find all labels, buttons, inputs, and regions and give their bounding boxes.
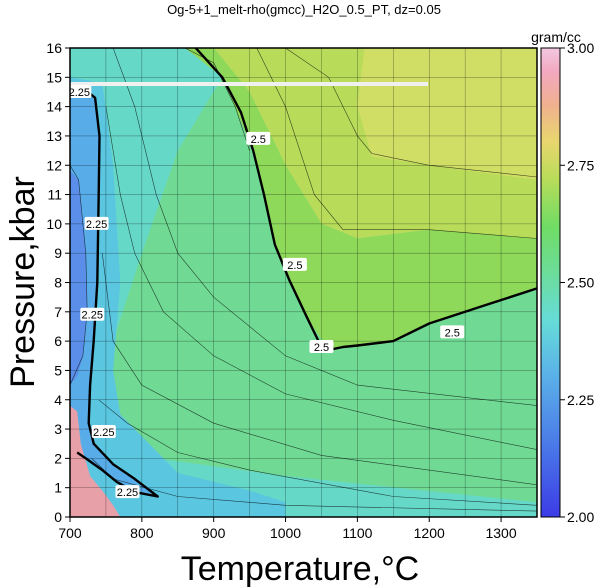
contour-label-2.25: 2.25 bbox=[69, 87, 90, 99]
x-tick-label: 1300 bbox=[485, 525, 516, 541]
thin-contour-line bbox=[102, 253, 537, 486]
y-tick-label: 4 bbox=[54, 392, 62, 408]
density-band-2 bbox=[185, 48, 537, 350]
colorbar-tick-label: 2.25 bbox=[567, 392, 594, 408]
y-tick-label: 6 bbox=[54, 333, 62, 349]
contour-label-bg bbox=[440, 325, 465, 339]
density-band-5 bbox=[70, 89, 158, 497]
y-tick-label: 12 bbox=[46, 157, 62, 173]
contour-label-bg bbox=[80, 307, 105, 321]
chart-title: Og-5+1_melt-rho(gmcc)_H2O_0.5_PT, dz=0.0… bbox=[167, 2, 441, 17]
density-band-7 bbox=[70, 405, 121, 517]
contour-label-bg bbox=[84, 216, 109, 230]
thin-contour-line bbox=[285, 48, 537, 178]
y-tick-label: 9 bbox=[54, 245, 62, 261]
thin-contour-line bbox=[70, 165, 88, 386]
y-tick-label: 2 bbox=[54, 450, 62, 466]
x-tick-label: 1200 bbox=[414, 525, 445, 541]
thin-contour-line bbox=[256, 48, 537, 239]
contour-label-bg bbox=[91, 424, 116, 438]
y-tick-label: 1 bbox=[54, 480, 62, 496]
contour-label-2.5: 2.5 bbox=[287, 260, 302, 272]
thin-contour-line bbox=[112, 48, 537, 406]
x-tick-label: 700 bbox=[58, 525, 82, 541]
y-tick-label: 15 bbox=[46, 69, 62, 85]
x-tick-label: 1100 bbox=[342, 525, 372, 541]
y-tick-label: 3 bbox=[54, 421, 62, 437]
colorbar: gram/cc 2.00 2.25 2.50 2.75 3.00 bbox=[531, 29, 594, 525]
contour-labels: 2.25 2.25 2.25 2.25 2.25 2.5 2.5 2.5 2.5 bbox=[69, 84, 465, 499]
contour-label-2.25: 2.25 bbox=[86, 219, 107, 231]
thin-contour-line bbox=[105, 106, 537, 450]
contour-label-bg bbox=[115, 485, 140, 499]
contour-label-bg bbox=[70, 84, 92, 98]
contour-label-2.5: 2.5 bbox=[251, 134, 266, 146]
contour-label-bg bbox=[282, 257, 307, 271]
x-axis-title: Temperature,°C bbox=[181, 550, 419, 587]
contour-label-2.25: 2.25 bbox=[82, 310, 103, 322]
density-bands bbox=[70, 48, 537, 517]
colorbar-scale bbox=[540, 47, 561, 518]
y-tick-label: 16 bbox=[46, 40, 62, 56]
x-tick-label: 1000 bbox=[270, 525, 301, 541]
x-tick-label: 800 bbox=[130, 525, 154, 541]
y-tick-label: 11 bbox=[47, 187, 62, 203]
colorbar-tick-label: 2.00 bbox=[567, 509, 594, 525]
colorbar-tick-label: 2.75 bbox=[567, 157, 594, 173]
y-tick-label: 13 bbox=[46, 128, 62, 144]
y-tick-label: 8 bbox=[54, 275, 62, 291]
density-band-1 bbox=[357, 48, 537, 180]
colorbar-ticks: 2.00 2.25 2.50 2.75 3.00 bbox=[560, 40, 594, 525]
contour-label-bg bbox=[309, 339, 334, 353]
x-tick-label: 900 bbox=[202, 525, 226, 541]
y-tick-label: 7 bbox=[54, 304, 62, 320]
plot-area: 2.25 2.25 2.25 2.25 2.25 2.5 2.5 2.5 2.5 bbox=[69, 48, 537, 517]
contour-label-bg bbox=[246, 131, 271, 145]
thin-contour-line bbox=[98, 399, 537, 506]
contour-label-2.5: 2.5 bbox=[445, 327, 460, 339]
colorbar-tick-label: 2.50 bbox=[567, 275, 594, 291]
y-tick-label: 5 bbox=[54, 362, 62, 378]
contour-label-2.25: 2.25 bbox=[117, 487, 138, 499]
y-tick-label: 0 bbox=[54, 509, 62, 525]
x-axis: 700 800 900 1000 1100 1200 1300 bbox=[58, 517, 517, 541]
contour-label-2.5: 2.5 bbox=[314, 342, 329, 354]
y-axis-title: Pressure,kbar bbox=[4, 176, 42, 388]
colorbar-tick-label: 3.00 bbox=[567, 40, 594, 56]
colorbar-unit: gram/cc bbox=[531, 29, 581, 45]
contour-2.25 bbox=[71, 87, 159, 498]
y-tick-label: 10 bbox=[46, 216, 62, 232]
labeled-contours bbox=[71, 48, 537, 498]
contour-2.5 bbox=[194, 48, 537, 352]
contour-label-2.25: 2.25 bbox=[93, 427, 114, 439]
y-tick-label: 14 bbox=[46, 99, 62, 115]
